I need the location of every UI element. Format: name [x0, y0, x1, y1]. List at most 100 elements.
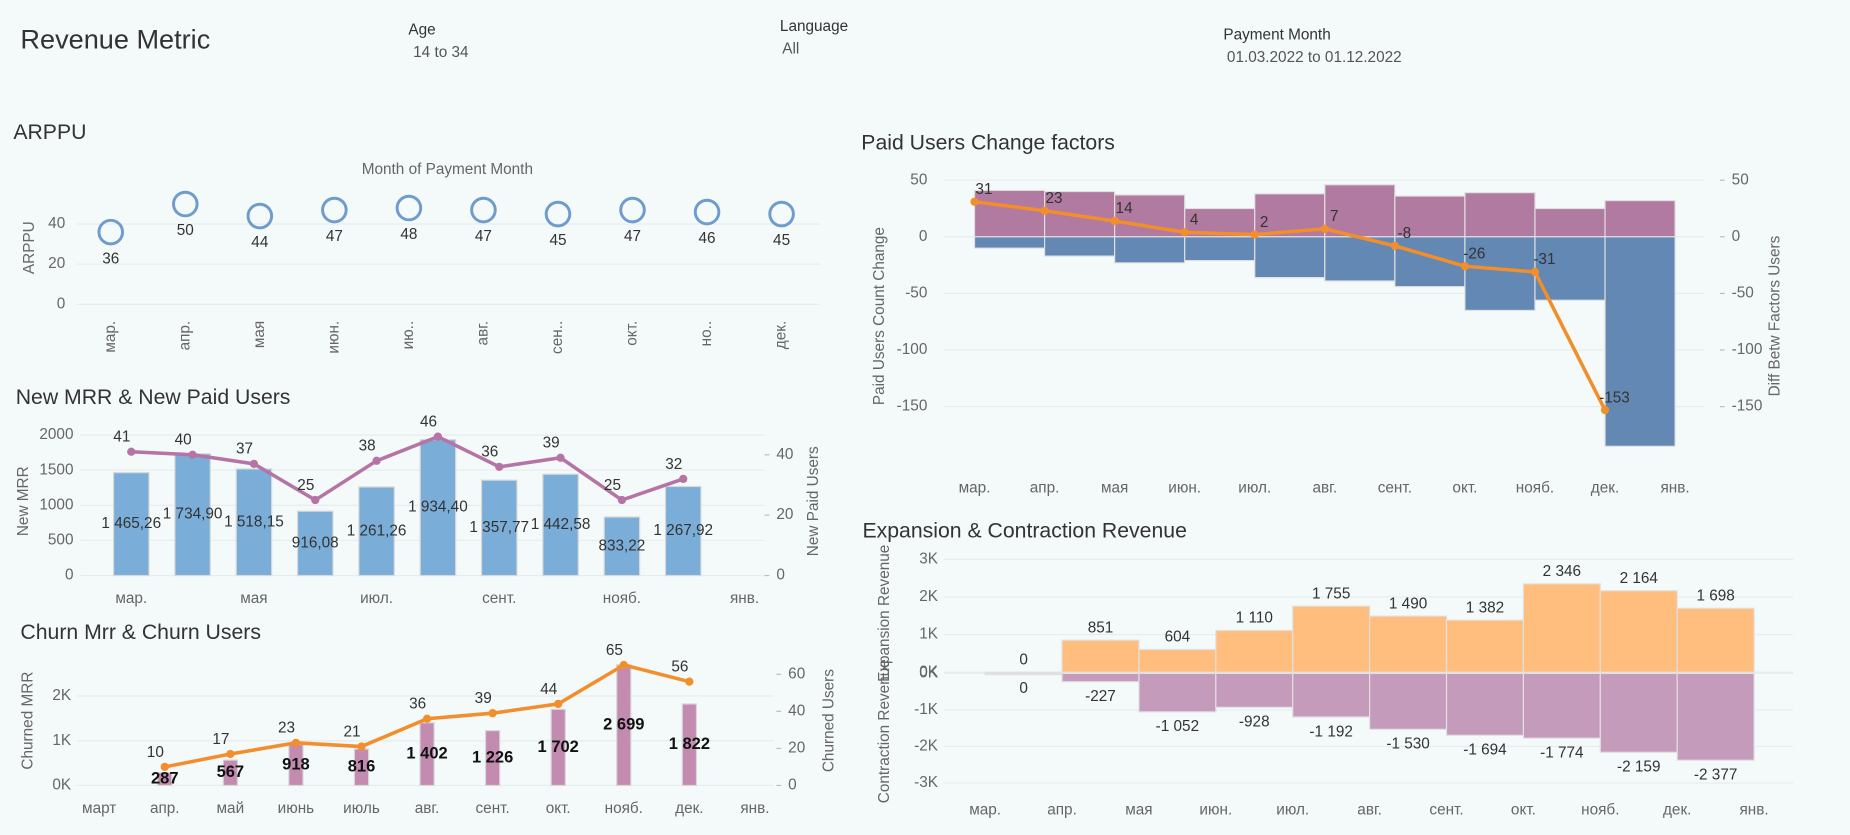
bar-label: 816 [348, 758, 376, 776]
line-label: 46 [420, 414, 437, 431]
y-axis-title: New MRR [15, 466, 32, 536]
x-tick-label: дек. [1663, 801, 1691, 818]
bar [1445, 619, 1525, 673]
chart-title: Expansion & Contraction Revenue [862, 520, 1186, 543]
data-label: 36 [102, 250, 119, 267]
bar-label: 1 702 [538, 738, 579, 756]
line-point [1530, 267, 1540, 277]
bar [1676, 672, 1755, 761]
dot [97, 218, 125, 246]
line-point [433, 432, 443, 441]
y-tick-label: 40 [48, 215, 65, 232]
line [974, 199, 1607, 411]
filter-label: Age [408, 22, 435, 39]
bar-label: 1 357,77 [469, 519, 529, 536]
bar [973, 189, 1046, 238]
line-point [1110, 216, 1119, 226]
dashboard-title: Revenue Metric [20, 23, 210, 54]
y-tick-label: 0K [919, 663, 939, 680]
bar [542, 473, 579, 577]
bar-label: 2 346 [1543, 563, 1581, 580]
bar [1292, 672, 1371, 718]
line-label: 39 [475, 690, 492, 707]
bar [1604, 199, 1676, 238]
dot [395, 194, 423, 222]
bar [664, 485, 702, 577]
filter-value[interactable]: 01.03.2022 to 01.12.2022 [1227, 49, 1402, 66]
bar [1604, 236, 1676, 447]
y2-axis-title: New Paid Users [805, 446, 822, 556]
x-tick-label: мар. [969, 801, 1001, 818]
y-tick-label: 20 [788, 739, 805, 756]
dot [246, 202, 274, 230]
y-tick-label: 60 [788, 665, 805, 682]
line-point [1040, 206, 1049, 215]
y-tick-label: 20 [776, 506, 793, 523]
filter-value[interactable]: 14 to 34 [413, 44, 469, 61]
line-label: 44 [540, 681, 558, 698]
bar [1324, 184, 1396, 238]
line-label: 65 [606, 642, 623, 659]
x-tick-label: июн. [1199, 801, 1232, 818]
line-label: 14 [1116, 200, 1134, 217]
x-tick-label: июнь [278, 800, 315, 817]
bar-label: 0 [1019, 680, 1028, 697]
line-label: 56 [671, 659, 688, 676]
y-tick-label: -1K [914, 701, 939, 718]
line-label: 25 [604, 477, 621, 494]
bar [1464, 192, 1536, 238]
bar [480, 479, 518, 577]
dot [321, 196, 348, 224]
bar [1138, 672, 1217, 713]
x-tick-label: мар. [115, 590, 147, 607]
x-tick-label: янв. [730, 590, 759, 607]
x-tick-label: янв. [1660, 479, 1689, 496]
y-tick-label: -3K [914, 774, 939, 791]
x-tick-label: апр. [150, 800, 180, 817]
bar [1522, 672, 1601, 739]
y-tick-label: -150 [897, 398, 928, 415]
x-tick-label: мая [240, 590, 267, 607]
bar-label: -1 694 [1463, 742, 1507, 759]
dot [544, 200, 572, 228]
y-tick-label: 0K [52, 777, 72, 794]
x-tick-label: июл. [1238, 479, 1271, 496]
bar-label: -227 [1085, 688, 1116, 705]
y2-axis-title: Churned Users [821, 669, 838, 772]
line-label: 31 [975, 181, 992, 198]
line-label: 21 [344, 723, 361, 740]
y-tick-label: -50 [905, 284, 927, 301]
x-tick-label: сент. [1378, 479, 1412, 496]
chart-title: New MRR & New Paid Users [16, 386, 291, 409]
bar-label: 1 755 [1312, 585, 1350, 602]
filter-value[interactable]: All [782, 41, 799, 58]
dot [172, 190, 199, 218]
line-point [488, 709, 497, 718]
y-tick-label: 0K [919, 664, 939, 681]
bar [296, 510, 334, 577]
bar-label: 1 490 [1389, 595, 1427, 612]
dot [470, 196, 497, 224]
x-tick-label: авг. [1357, 801, 1382, 818]
bar-label: -2 159 [1617, 759, 1660, 776]
line-label: -8 [1397, 225, 1411, 242]
line-label: 23 [1045, 190, 1062, 207]
bar [1061, 672, 1140, 683]
chart-title: Paid Users Change factors [861, 131, 1115, 154]
x-tick-label: июн. [325, 321, 342, 354]
line-point [617, 495, 627, 505]
line-point [1600, 405, 1610, 415]
bar [1599, 672, 1678, 753]
y-tick-label: 1500 [39, 461, 73, 478]
x-tick-label: апр. [176, 321, 193, 351]
line-point [1320, 224, 1329, 234]
bar [1445, 672, 1525, 736]
x-tick-label: янв. [740, 800, 769, 817]
x-tick-label: ию.. [400, 321, 417, 350]
bar-label: 1 267,92 [653, 522, 713, 539]
x-tick-label: мар. [102, 321, 119, 353]
x-tick-label: май [217, 800, 245, 817]
x-tick-label: мая [1101, 479, 1128, 496]
bar-label: 1 698 [1696, 588, 1734, 605]
